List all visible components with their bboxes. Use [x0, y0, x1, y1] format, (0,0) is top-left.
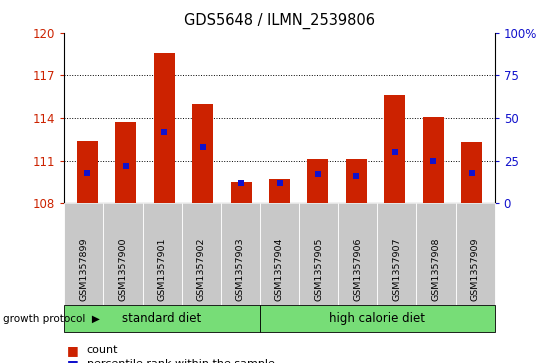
Bar [346, 159, 367, 203]
Bar [423, 117, 444, 203]
Text: standard diet: standard diet [122, 312, 202, 325]
Text: ■: ■ [67, 358, 79, 363]
Text: GSM1357908: GSM1357908 [432, 238, 440, 301]
Text: GSM1357903: GSM1357903 [236, 238, 245, 301]
Text: count: count [87, 345, 118, 355]
Bar [269, 179, 290, 203]
Bar [154, 53, 175, 203]
Text: GSM1357906: GSM1357906 [353, 238, 362, 301]
Text: percentile rank within the sample: percentile rank within the sample [87, 359, 274, 363]
Text: GSM1357902: GSM1357902 [197, 238, 206, 301]
Text: high calorie diet: high calorie diet [329, 312, 425, 325]
Text: growth protocol  ▶: growth protocol ▶ [3, 314, 100, 323]
Bar [307, 159, 329, 203]
Text: GSM1357904: GSM1357904 [275, 238, 284, 301]
Text: GSM1357900: GSM1357900 [119, 238, 127, 301]
Bar [230, 182, 252, 203]
Bar [192, 104, 213, 203]
Text: GSM1357907: GSM1357907 [392, 238, 401, 301]
Bar [461, 142, 482, 203]
Bar [77, 141, 98, 203]
Bar [384, 95, 405, 203]
Text: GSM1357899: GSM1357899 [79, 238, 88, 301]
Text: GDS5648 / ILMN_2539806: GDS5648 / ILMN_2539806 [184, 13, 375, 29]
Text: ■: ■ [67, 344, 79, 357]
Text: GSM1357909: GSM1357909 [471, 238, 480, 301]
Bar [115, 122, 136, 203]
Text: GSM1357905: GSM1357905 [314, 238, 323, 301]
Text: GSM1357901: GSM1357901 [158, 238, 167, 301]
